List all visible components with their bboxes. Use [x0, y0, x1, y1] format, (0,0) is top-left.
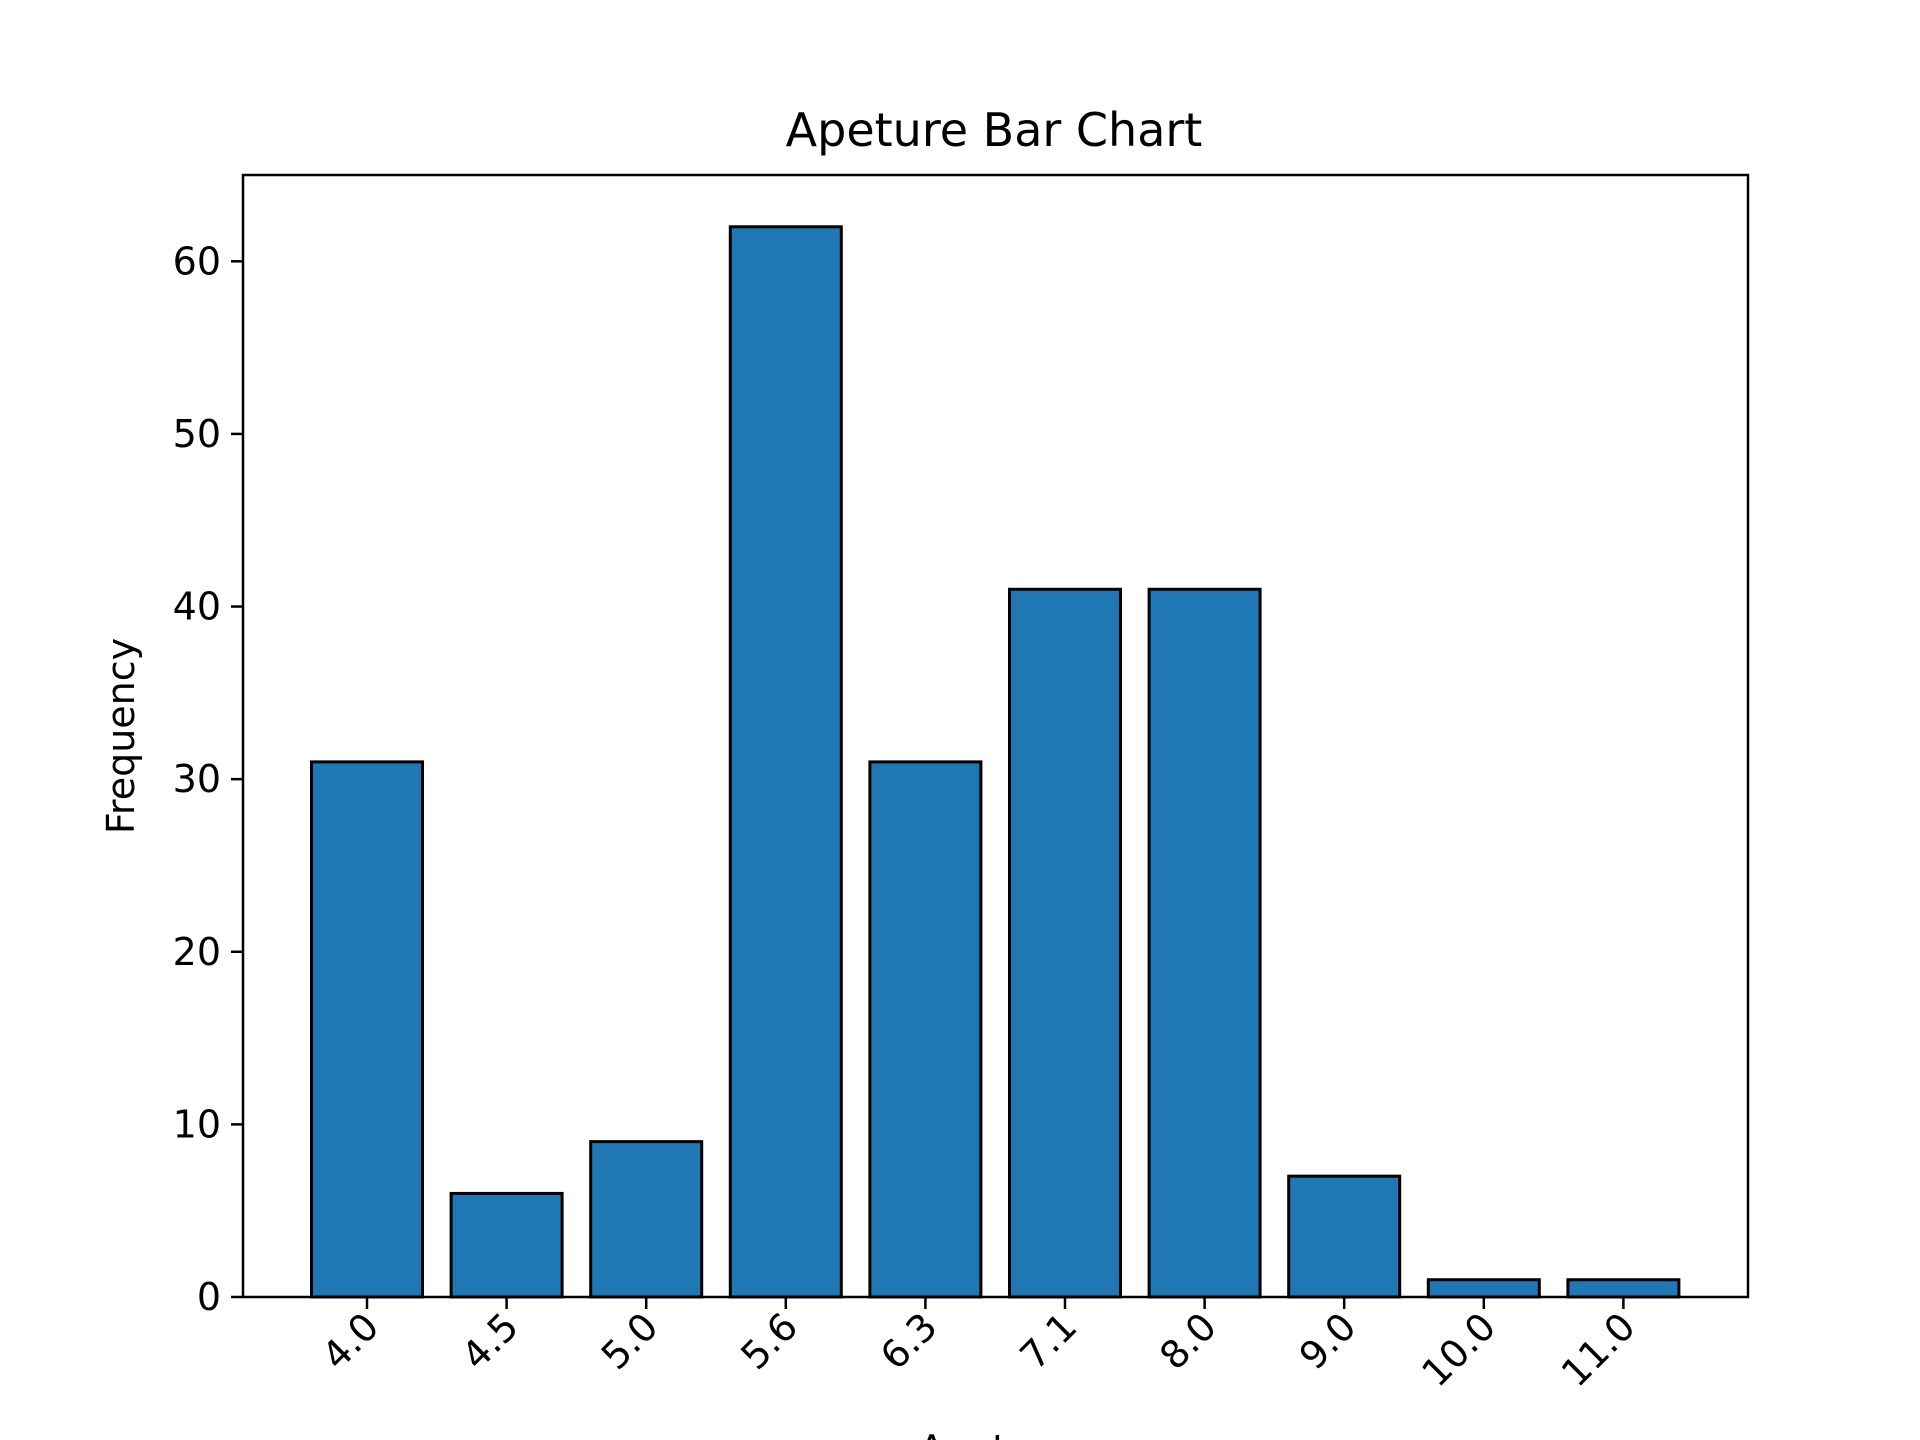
bar-6.3 — [868, 760, 983, 1299]
y-tick-label: 20 — [173, 930, 221, 974]
bar-4.0 — [310, 760, 424, 1299]
y-tick-label: 60 — [173, 239, 221, 283]
bar-7.1 — [1008, 587, 1122, 1299]
x-tick-label: 9.0 — [1291, 1304, 1365, 1378]
x-tick-label: 5.6 — [732, 1304, 806, 1378]
bar-5.0 — [589, 1140, 704, 1299]
x-tick-label: 4.5 — [453, 1304, 527, 1378]
x-tick-label: 8.0 — [1151, 1304, 1225, 1378]
y-tick-label: 0 — [197, 1275, 221, 1319]
y-axis-ticks: 0 10 20 30 40 50 60 — [173, 239, 243, 1319]
chart-title: Apeture Bar Chart — [786, 103, 1203, 157]
y-tick-label: 10 — [173, 1102, 221, 1146]
bars-group — [310, 225, 1681, 1299]
bar-10.0 — [1426, 1278, 1541, 1299]
x-axis-label: Apeture — [919, 1427, 1070, 1440]
x-tick-label: 5.0 — [593, 1304, 667, 1378]
bar-8.0 — [1147, 587, 1262, 1299]
x-tick-label: 4.0 — [314, 1304, 388, 1378]
x-tick-label: 10.0 — [1413, 1304, 1504, 1395]
y-tick-label: 30 — [173, 757, 221, 801]
y-axis-label: Frequency — [99, 638, 143, 834]
bar-5.6 — [728, 225, 843, 1299]
x-tick-label: 7.1 — [1012, 1304, 1086, 1378]
bar-4.5 — [449, 1191, 564, 1299]
x-axis-ticks: 4.0 4.5 5.0 5.6 6.3 7.1 8.0 9.0 10.0 11.0 — [314, 1297, 1644, 1395]
x-tick-label: 6.3 — [872, 1304, 946, 1378]
x-tick-label: 11.0 — [1553, 1304, 1644, 1395]
y-tick-label: 50 — [173, 412, 221, 456]
y-tick-label: 40 — [173, 585, 221, 629]
bar-9.0 — [1287, 1174, 1402, 1299]
plot-area-frame — [241, 173, 1750, 1299]
bar-11.0 — [1566, 1278, 1681, 1299]
